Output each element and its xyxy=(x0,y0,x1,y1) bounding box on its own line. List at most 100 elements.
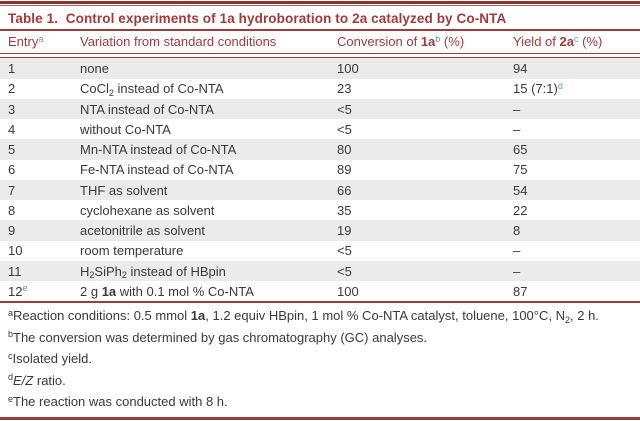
table-row: 5 Mn-NTA instead of Co-NTA 80 65 xyxy=(0,139,640,160)
text-segment: , 1.2 equiv HBpin, 1 mol % Co-NTA cataly… xyxy=(205,308,565,324)
top-rule xyxy=(0,0,640,6)
footnote-d: dE/Z ratio. xyxy=(8,371,632,392)
text-segment: CoCl xyxy=(80,81,109,97)
cell-yield: 65 xyxy=(513,142,640,157)
cell-entry: 12e xyxy=(8,284,80,299)
cell-yield: – xyxy=(513,264,640,279)
bottom-rule xyxy=(0,417,640,421)
cell-variation: acetonitrile as solvent xyxy=(80,223,337,238)
text-segment: – xyxy=(513,263,521,279)
text-segment: NTA instead of Co-NTA xyxy=(80,101,214,117)
text-segment: 2 xyxy=(121,270,127,279)
cell-yield: 87 xyxy=(513,284,640,299)
text-segment: 15 (7:1) xyxy=(513,81,558,97)
cell-variation: NTA instead of Co-NTA xyxy=(80,102,337,117)
text-segment: 100 xyxy=(337,283,359,299)
text-segment: E/Z xyxy=(13,372,34,388)
text-segment: SiPh xyxy=(94,263,122,279)
cell-yield: 15 (7:1)d xyxy=(513,81,640,96)
text-segment: 66 xyxy=(337,182,352,198)
table-row: 7 THF as solvent 66 54 xyxy=(0,179,640,201)
text-segment: 80 xyxy=(337,142,352,158)
text-segment: , 2 h. xyxy=(570,308,599,324)
table-row: 9 acetonitrile as solvent 19 8 xyxy=(0,220,640,241)
title-rule xyxy=(0,29,640,31)
text-segment: (%) xyxy=(578,34,603,50)
text-segment: instead of Co-NTA xyxy=(113,81,224,97)
top-rule-dark-line xyxy=(0,1,640,4)
text-segment: 3 xyxy=(8,101,16,117)
cell-variation: Fe-NTA instead of Co-NTA xyxy=(80,162,337,177)
cell-variation: CoCl2 instead of Co-NTA xyxy=(80,81,337,96)
cell-entry: 10 xyxy=(8,243,80,258)
cell-variation: THF as solvent xyxy=(80,183,337,198)
text-segment: e xyxy=(22,283,28,294)
text-segment: 12 xyxy=(8,283,23,299)
text-segment: without Co-NTA xyxy=(80,121,171,137)
top-rule-light-line xyxy=(0,4,640,6)
text-segment: c xyxy=(8,350,13,361)
table-title: Table 1. Control experiments of 1a hydro… xyxy=(8,11,507,26)
cell-variation: room temperature xyxy=(80,243,337,258)
cell-yield: – xyxy=(513,102,640,117)
text-segment: Entry xyxy=(8,34,39,50)
text-segment: Yield of xyxy=(513,34,560,50)
cell-entry: 8 xyxy=(8,203,80,218)
cell-entry: 5 xyxy=(8,142,80,157)
footnotes: aReaction conditions: 0.5 mmol 1a, 1.2 e… xyxy=(0,303,640,413)
footnote-b: bThe conversion was determined by gas ch… xyxy=(8,328,632,349)
text-segment: 11 xyxy=(8,263,22,279)
cell-variation: cyclohexane as solvent xyxy=(80,203,337,218)
text-segment: 4 xyxy=(8,121,16,137)
table-row: 11 H2SiPh2 instead of HBpin <5– xyxy=(0,260,640,282)
text-segment: 2 xyxy=(8,81,16,97)
text-segment: d xyxy=(557,81,563,91)
text-segment: b xyxy=(435,34,441,44)
cell-conversion: 100 xyxy=(337,284,513,299)
text-segment: Conversion of xyxy=(337,34,421,50)
text-segment: 2 xyxy=(89,270,95,279)
table-row: 1 none 100 94 xyxy=(0,58,640,79)
table-row: 3 NTA instead of Co-NTA <5 – xyxy=(0,98,640,120)
text-segment: <5 xyxy=(337,243,352,259)
text-segment: 1a xyxy=(101,283,117,299)
text-segment: a xyxy=(38,34,44,44)
text-segment: room temperature xyxy=(80,243,184,259)
cell-yield: 22 xyxy=(513,203,640,218)
cell-conversion: 35 xyxy=(337,203,513,218)
text-segment: 2 xyxy=(564,314,570,325)
text-segment: The conversion was determined by gas chr… xyxy=(13,329,428,345)
text-segment: 6 xyxy=(8,162,16,178)
text-segment: H xyxy=(80,263,90,279)
cell-entry: 3 xyxy=(8,102,80,117)
table-row: 8 cyclohexane as solvent 35 22 xyxy=(0,200,640,220)
cell-yield: 94 xyxy=(513,61,640,76)
text-segment: 75 xyxy=(513,162,528,178)
table-row: 4 without Co-NTA <5 – xyxy=(0,119,640,139)
table-body: 1 none 100 94 2 CoCl2 instead of Co-NTA 23 15 (… xyxy=(0,58,640,301)
cell-conversion: 89 xyxy=(337,162,513,177)
cell-entry: 9 xyxy=(8,223,80,238)
text-segment: 35 xyxy=(337,202,352,218)
text-segment: 5 xyxy=(8,142,16,158)
column-header-entry: Entrya xyxy=(8,34,80,49)
text-segment: <5 xyxy=(337,101,352,117)
text-segment: – xyxy=(513,101,521,117)
text-segment: Fe-NTA instead of Co-NTA xyxy=(80,162,234,178)
text-segment: 100 xyxy=(337,61,359,77)
cell-yield: – xyxy=(513,243,640,258)
text-segment: <5 xyxy=(337,121,352,137)
text-segment: Variation from standard conditions xyxy=(80,34,277,50)
text-segment: 1a xyxy=(190,308,206,324)
text-segment: 1 xyxy=(8,61,16,77)
cell-yield: 54 xyxy=(513,183,640,198)
text-segment: c xyxy=(573,34,579,44)
text-segment: THF as solvent xyxy=(80,182,168,198)
text-segment: 2 xyxy=(108,87,114,97)
cell-conversion: 80 xyxy=(337,142,513,157)
footnote-c: cIsolated yield. xyxy=(8,349,632,370)
cell-variation: none xyxy=(80,61,337,76)
text-segment: 2 g xyxy=(80,283,102,299)
text-segment: 94 xyxy=(513,61,528,77)
